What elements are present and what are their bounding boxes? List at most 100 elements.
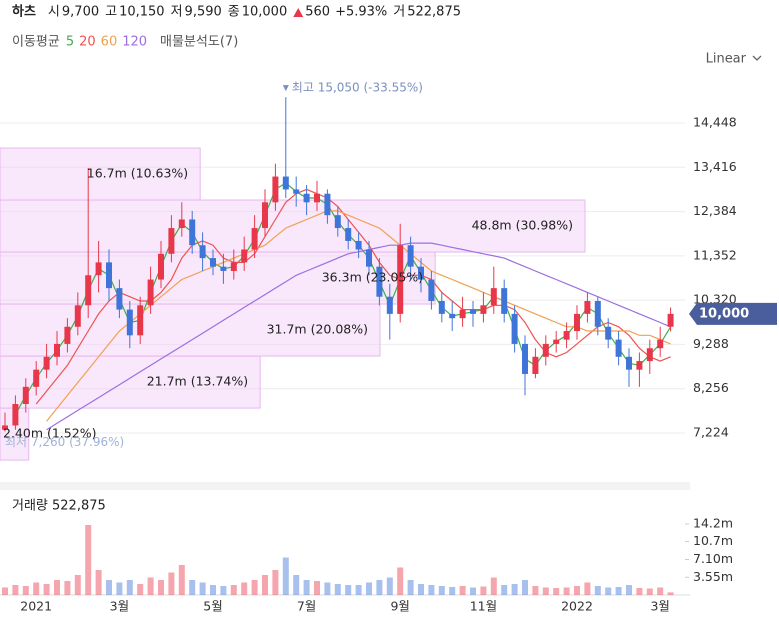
volume-profile-bar: [0, 199, 586, 253]
candle-body: [636, 361, 643, 370]
candle-body: [282, 176, 289, 190]
candle-body: [574, 313, 580, 332]
stock-name: 하츠: [12, 4, 36, 20]
candle-body: [324, 193, 331, 216]
candle-body: [262, 202, 268, 229]
candle-body: [314, 193, 320, 203]
volume-bar: [33, 582, 40, 595]
y-tick-label: 13,416: [693, 159, 737, 174]
x-tick-label: 2021: [20, 599, 52, 614]
volume-profile-bar: [0, 251, 436, 305]
volume-profile-label: 36.3m (23.05%): [322, 270, 423, 285]
volume-bar: [522, 580, 528, 595]
volume-bar: [428, 585, 435, 595]
volume-bar: [584, 582, 591, 595]
x-tick-label: 7월: [297, 599, 316, 614]
candle-body: [407, 245, 414, 267]
volume-bar: [605, 587, 612, 595]
volume-bar: [626, 585, 632, 595]
candle-body: [22, 386, 29, 405]
candle-body: [168, 228, 175, 254]
candle-body: [657, 339, 664, 349]
candle-body: [626, 356, 632, 370]
volume-bar: [282, 557, 289, 595]
legend-title: 이동평균: [12, 35, 60, 50]
candle-body: [594, 301, 601, 327]
volume-bar: [470, 587, 476, 595]
candle-body: [95, 262, 102, 276]
candle-body: [428, 279, 435, 302]
candle-body: [553, 339, 560, 344]
volume-profile-label: 21.7m (13.74%): [147, 374, 248, 389]
volume-bar: [262, 575, 268, 595]
legend-entry[interactable]: 5: [66, 35, 74, 50]
volume-bar: [574, 586, 580, 595]
volume-label: 거: [393, 5, 405, 20]
volume-bar: [43, 584, 50, 595]
field-value: 9,700: [62, 5, 99, 20]
candle-body: [438, 301, 445, 314]
candle-body: [355, 240, 362, 250]
candle-body: [106, 262, 112, 289]
candle-body: [584, 301, 591, 314]
candle-body: [210, 258, 216, 267]
candle-body: [54, 343, 60, 357]
panel-divider: [0, 482, 690, 490]
moving-average-line: [14, 182, 672, 415]
x-tick-label: 5월: [203, 599, 222, 614]
candle-body: [189, 219, 196, 246]
volume-bar: [178, 565, 185, 595]
candle-body: [116, 288, 123, 310]
volume-bar: [657, 587, 664, 595]
candle-body: [397, 245, 404, 314]
volume-bar: [490, 577, 497, 595]
up-arrow: [293, 8, 304, 17]
volume-bar: [189, 580, 196, 595]
change: 560: [305, 5, 330, 20]
candle-body: [178, 219, 185, 229]
y-tick-label: 12,384: [693, 203, 737, 218]
legend-entry[interactable]: 120: [122, 35, 147, 50]
y-tick-label: 14,448: [693, 114, 737, 129]
low-annotation: 최저 7,260 (37.96%): [5, 435, 124, 449]
candle-body: [74, 305, 81, 327]
y-tick-label: 7,224: [693, 425, 729, 440]
volume-bar: [646, 588, 653, 595]
legend-entry[interactable]: 60: [101, 35, 118, 50]
volume-bar: [74, 575, 81, 595]
volume-value: 522,875: [407, 5, 461, 20]
candle-body: [230, 262, 237, 271]
volume-title: 거래량 522,875: [12, 499, 106, 514]
legend: 이동평균 5 20 60 120 매물분석도(7): [12, 35, 238, 50]
volume-bar: [459, 586, 466, 595]
volume-profile-label: 31.7m (20.08%): [267, 322, 368, 337]
candle-body: [490, 288, 497, 306]
volume-bar: [314, 581, 320, 595]
field-label: 저: [171, 5, 183, 20]
volume-bar: [449, 587, 456, 595]
volume-tick-label: 10.7m: [693, 533, 733, 548]
candle-body: [542, 343, 549, 357]
candle-body: [470, 309, 476, 314]
candle-body: [334, 215, 341, 229]
volume-bar: [95, 570, 102, 595]
y-tick-label: 8,256: [693, 380, 729, 395]
volume-tick-label: 7.10m: [693, 551, 733, 566]
volume-bar: [2, 587, 8, 595]
y-tick-label: 9,288: [693, 336, 729, 351]
volume-bar: [324, 582, 331, 595]
volume-profile-label: 48.8m (30.98%): [472, 218, 573, 233]
dropdown-arrow[interactable]: [752, 55, 762, 61]
volume-bar: [293, 575, 300, 595]
scale-label[interactable]: Linear: [706, 52, 747, 67]
profile-toggle[interactable]: 매물분석도(7): [160, 35, 238, 50]
volume-bar: [303, 580, 310, 595]
legend-entry[interactable]: 20: [79, 35, 96, 50]
volume-bar: [418, 584, 424, 595]
volume-bar: [345, 585, 352, 595]
candle-body: [605, 326, 612, 340]
field-label: 고: [105, 5, 117, 20]
candle-body: [376, 266, 383, 297]
field-value: 9,590: [185, 5, 222, 20]
